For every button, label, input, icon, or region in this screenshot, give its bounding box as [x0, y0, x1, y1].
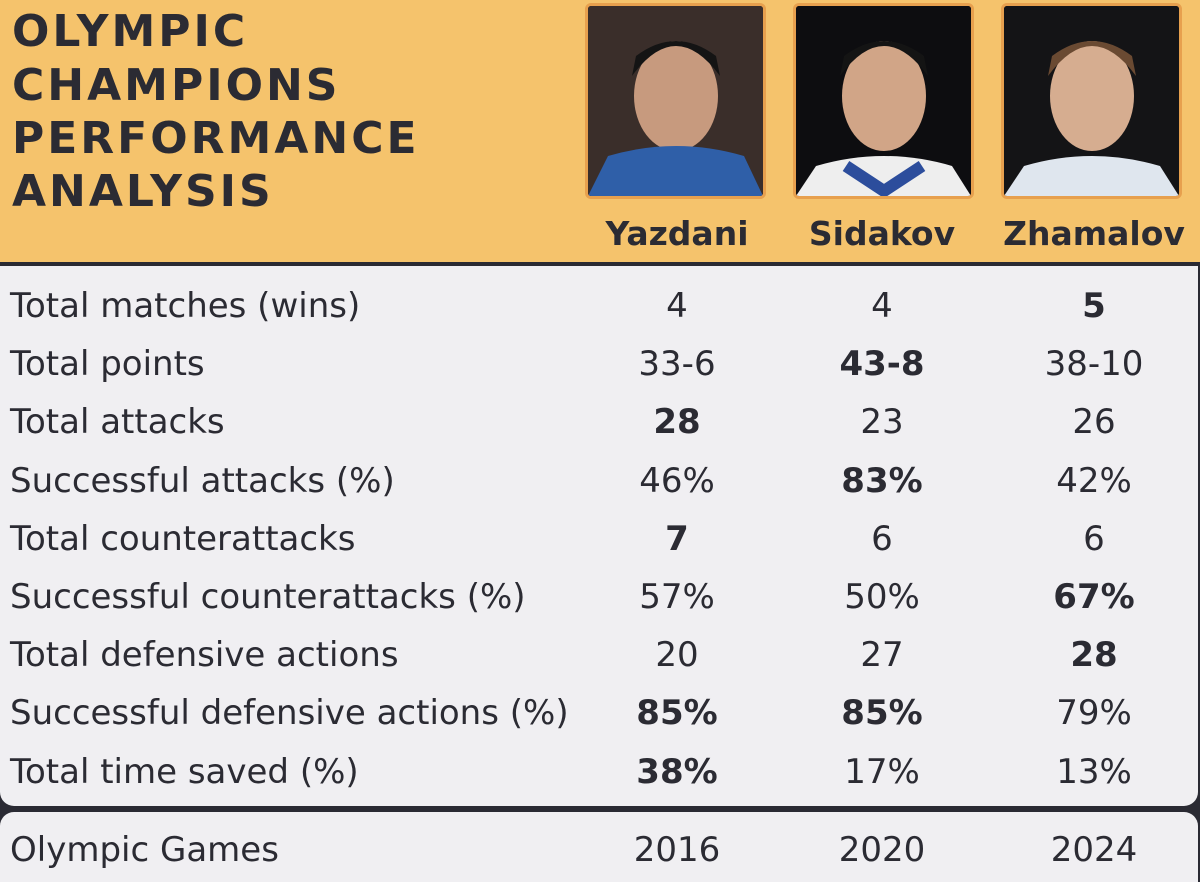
cell-value: 83% [841, 460, 923, 501]
portrait [796, 6, 971, 196]
cell-value: 23 [860, 402, 904, 443]
title-line: OLYMPIC [12, 6, 249, 57]
athlete-name: Sidakov [808, 214, 956, 253]
athlete-name: Zhamalov [1003, 214, 1185, 253]
athlete-photo [793, 3, 974, 199]
cell-value: 6 [871, 518, 893, 559]
footer-value: 2016 [633, 830, 721, 870]
cell-value: 57% [639, 577, 715, 617]
row-label: Total points [10, 344, 205, 385]
cell-value: 4 [666, 286, 688, 326]
cell-value: 85% [841, 693, 923, 734]
cell-value: 38% [636, 751, 718, 792]
title-line: CHAMPIONS [12, 60, 341, 111]
cell-value: 28 [1070, 635, 1118, 676]
table-footer: Olympic Games 2016 2020 2024 [0, 812, 1198, 882]
cell-value: 43-8 [839, 344, 925, 385]
cell-value: 46% [639, 460, 715, 501]
row-label: Total attacks [10, 402, 225, 443]
athlete-photo [1001, 3, 1182, 199]
row-label: Successful counterattacks (%) [10, 577, 526, 617]
title-line: PERFORMANCE [12, 113, 420, 164]
cell-value: 4 [871, 286, 893, 326]
cell-value: 42% [1056, 460, 1132, 501]
cell-value: 26 [1072, 402, 1116, 443]
cell-value: 20 [655, 635, 699, 676]
athlete-photo [585, 3, 766, 199]
portrait [588, 6, 763, 196]
row-label: Successful defensive actions (%) [10, 693, 569, 734]
row-label: Successful attacks (%) [10, 460, 395, 501]
row-label: Total matches (wins) [10, 286, 361, 326]
footer-value: 2024 [1050, 830, 1138, 870]
row-label: Total counterattacks [10, 518, 356, 559]
footer-label: Olympic Games [10, 830, 279, 870]
row-label: Total defensive actions [10, 635, 399, 676]
cell-value: 17% [844, 751, 920, 792]
cell-value: 13% [1056, 751, 1132, 792]
cell-value: 67% [1053, 577, 1135, 617]
header: OLYMPIC CHAMPIONS PERFORMANCE ANALYSIS Y… [0, 0, 1200, 262]
portrait [1004, 6, 1179, 196]
cell-value: 28 [653, 402, 701, 443]
cell-value: 85% [636, 693, 718, 734]
cell-value: 50% [844, 577, 920, 617]
cell-value: 6 [1083, 518, 1105, 559]
cell-value: 7 [665, 518, 689, 559]
footer-value: 2020 [838, 830, 926, 870]
cell-value: 5 [1082, 286, 1106, 326]
athlete-name: Yazdani [605, 214, 749, 253]
cell-value: 33-6 [638, 344, 716, 385]
cell-value: 38-10 [1044, 344, 1144, 385]
title-line: ANALYSIS [12, 166, 274, 217]
cell-value: 27 [860, 635, 904, 676]
row-label: Total time saved (%) [10, 751, 359, 792]
table-body: Total matches (wins) 4 4 5 Total points 33-6 4… [0, 266, 1198, 806]
cell-value: 79% [1056, 693, 1132, 734]
